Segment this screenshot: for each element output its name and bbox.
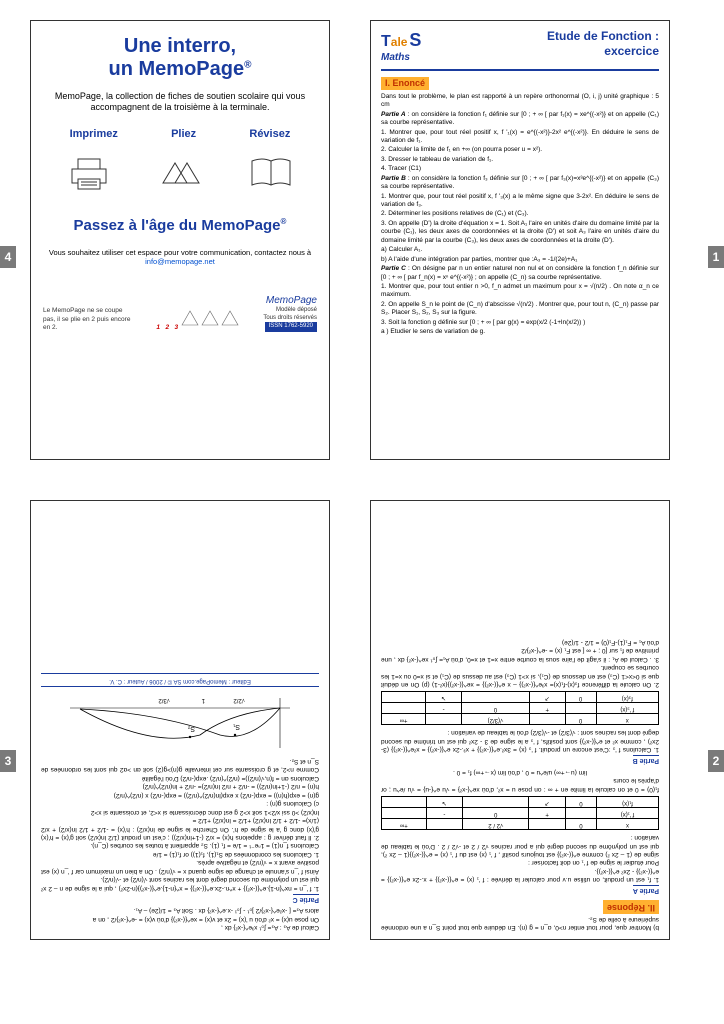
printer-icon <box>64 151 114 191</box>
page-tab-2: 2 <box>708 750 724 772</box>
reponse-heading: II. Réponse <box>603 900 659 914</box>
page-tab-3: 3 <box>0 750 16 772</box>
brand-logo: MemoPage <box>263 295 317 308</box>
page-ad: Une interro, un MemoPage® MemoPage, la c… <box>30 20 330 460</box>
page-tab-4: 4 <box>0 246 16 268</box>
curve-plot: S₁ S₂ √2/2 1 √3/2 <box>60 693 300 753</box>
enonce-heading: I. Enoncé <box>381 77 429 90</box>
book-icon <box>246 151 296 191</box>
page-exercise: Tale S Maths Etude de Fonction :excercic… <box>370 20 670 460</box>
svg-text:1: 1 <box>201 697 205 703</box>
page-solution-4: b) Montrer que, pour tout entier n>0, α_… <box>370 500 670 940</box>
ex-body: Dans tout le problème, le plan est rappo… <box>381 93 659 337</box>
ad-subtitle: MemoPage, la collection de fiches de sou… <box>43 91 317 114</box>
page-tab-1: 1 <box>708 246 724 268</box>
ex-header: Tale S Maths Etude de Fonction :excercic… <box>381 29 659 71</box>
ad-email-link[interactable]: info@memopage.net <box>145 257 215 266</box>
svg-text:S₁: S₁ <box>232 723 240 730</box>
partie-b-label: Partie B <box>633 755 659 765</box>
page-solution-3: Calcul de A₃ : A₃= ∫₀¹ x³e^{-x²} dx , On… <box>30 500 330 940</box>
partie-a-label: Partie A <box>633 885 659 895</box>
ad-h2: Passez à l'âge du MemoPage® <box>43 217 317 236</box>
tale-s-logo: Tale S Maths <box>381 29 421 65</box>
ad-icons <box>43 151 317 191</box>
ad-contact: Vous souhaitez utiliser cet espace pour … <box>43 248 317 267</box>
ex-title: Etude de Fonction :excercice <box>547 29 659 65</box>
svg-text:S₂: S₂ <box>187 725 195 732</box>
partie-c-label: Partie C <box>293 894 319 904</box>
ad-footer: Le MemoPage ne se coupe pas, il se plie … <box>43 295 317 332</box>
svg-text:√3/2: √3/2 <box>158 697 170 704</box>
ad-title: Une interro, un MemoPage® <box>43 35 317 81</box>
credit-line: Editeur : MemoPage.com SA © / 2006 / Aut… <box>41 673 319 687</box>
calc-a3: Calcul de A₃ : A₃= ∫₀¹ x³e^{-x²} dx , <box>41 923 319 931</box>
ad-steps: Imprimez Pliez Révisez <box>43 128 317 142</box>
fold-steps-icon <box>180 303 240 329</box>
variation-table-2: x0√(3/2)+∞ f '₃(x)+0- f₃(x)0↗↘ <box>381 691 659 725</box>
fold-icon <box>155 151 205 191</box>
svg-text:√2/2: √2/2 <box>233 697 245 704</box>
variation-table-1: x0√2 / 2+∞ f '₁(x)+0- f₁(x)0↗↘ <box>381 796 659 830</box>
